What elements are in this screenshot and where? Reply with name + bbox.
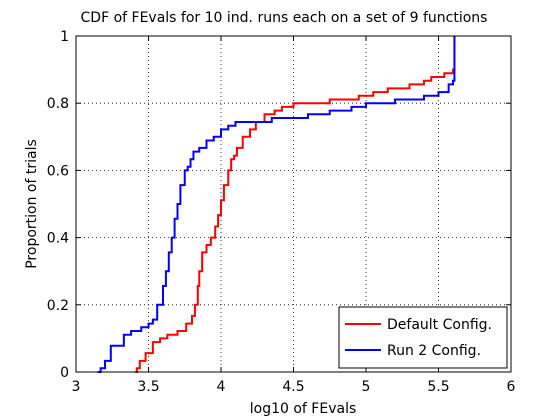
legend-label-default-config: Default Config. xyxy=(387,317,492,333)
x-tick-label: 3 xyxy=(72,379,81,395)
legend-label-run-2-config: Run 2 Config. xyxy=(387,343,481,359)
legend: Default Config. Run 2 Config. xyxy=(339,307,507,368)
y-tick-label: 0.4 xyxy=(47,231,69,247)
x-axis-title: log10 of FEvals xyxy=(250,401,357,417)
y-tick-label: 0.2 xyxy=(47,298,69,314)
y-axis-title: Proportion of trials xyxy=(24,139,40,269)
y-tick-label: 0.8 xyxy=(47,96,69,112)
y-tick-label: 0.6 xyxy=(47,163,69,179)
x-tick-label: 5 xyxy=(362,379,371,395)
x-tick-label: 6 xyxy=(507,379,516,395)
x-tick-label: 4 xyxy=(217,379,226,395)
x-tick-label: 3.5 xyxy=(137,379,159,395)
y-tick-label: 1 xyxy=(60,29,69,45)
y-tick-label: 0 xyxy=(60,365,69,381)
x-tick-label: 4.5 xyxy=(282,379,304,395)
chart-title: CDF of FEvals for 10 ind. runs each on a… xyxy=(81,10,488,26)
x-tick-label: 5.5 xyxy=(427,379,449,395)
